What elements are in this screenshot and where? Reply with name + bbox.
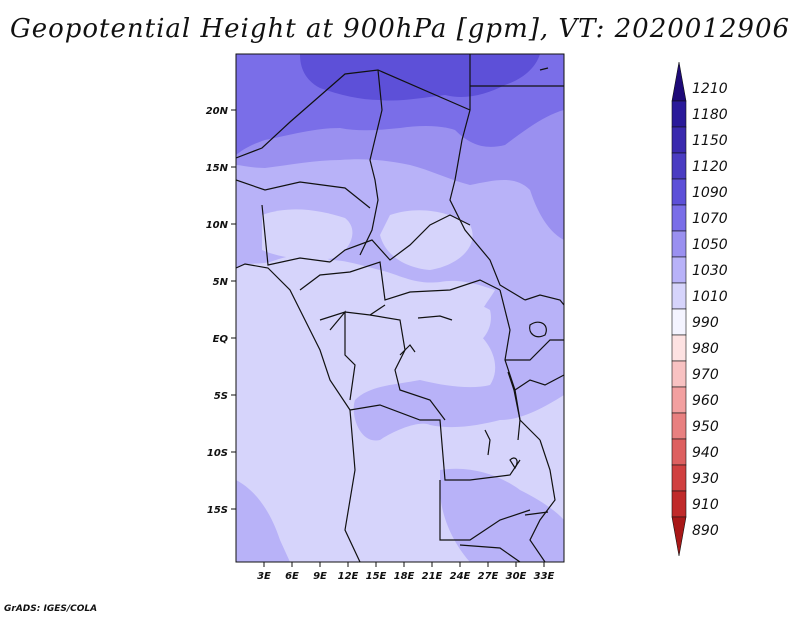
colorbar-label: 960 xyxy=(692,393,719,409)
band-1030-sw xyxy=(236,480,290,562)
lat-label: 5S xyxy=(214,391,228,402)
lon-label: 6E xyxy=(285,571,299,582)
colorbar-label: 1090 xyxy=(692,185,728,201)
colorbar-label: 910 xyxy=(692,497,719,513)
band-1010-pocket xyxy=(405,296,491,355)
colorbar-swatch xyxy=(671,438,687,466)
band-1010-pocket xyxy=(262,209,353,260)
colorbar-label: 930 xyxy=(692,471,719,487)
lon-ticks xyxy=(263,562,545,567)
colorbar-label: 1070 xyxy=(692,211,728,227)
lat-label: EQ xyxy=(213,334,229,345)
colorbar-label: 1210 xyxy=(692,81,728,97)
lon-label: 24E xyxy=(450,571,471,582)
lon-label: 3E xyxy=(257,571,271,582)
colorbar-swatch xyxy=(671,360,687,388)
lat-label: 5N xyxy=(213,277,229,288)
colorbar-label: 1120 xyxy=(692,159,728,175)
lon-label: 30E xyxy=(506,571,527,582)
lat-labels: 20N 15N 10N 5N EQ 5S 10S 15S xyxy=(206,106,229,516)
height-field xyxy=(236,54,564,562)
colorbar-swatch xyxy=(671,61,687,102)
colorbar-swatch xyxy=(671,464,687,492)
colorbar-label: 1050 xyxy=(692,237,728,253)
lake-outlines xyxy=(399,67,549,516)
lon-label: 33E xyxy=(534,571,555,582)
country-boundaries xyxy=(236,54,564,562)
colorbar-label: 1180 xyxy=(692,107,728,123)
band-1010-pocket xyxy=(380,210,473,270)
colorbar-swatch xyxy=(671,100,687,128)
lon-label: 18E xyxy=(394,571,415,582)
colorbar-swatch xyxy=(671,308,687,336)
colorbar-swatch xyxy=(671,230,687,258)
colorbar-label: 1030 xyxy=(692,263,728,279)
lon-label: 15E xyxy=(366,571,387,582)
lon-label: 12E xyxy=(338,571,359,582)
colorbar-label: 970 xyxy=(692,367,719,383)
band-1090 xyxy=(300,54,540,101)
colorbar-swatch xyxy=(671,204,687,232)
colorbar-label: 980 xyxy=(692,341,719,357)
colorbar-label: 990 xyxy=(692,315,719,331)
colorbar-label: 1150 xyxy=(692,133,728,149)
colorbar-swatch xyxy=(671,516,687,557)
colorbar-swatch xyxy=(671,256,687,284)
lat-ticks xyxy=(231,109,236,510)
colorbar-label: 1010 xyxy=(692,289,728,305)
lon-label: 21E xyxy=(422,571,443,582)
lat-label: 15N xyxy=(206,163,229,174)
colorbar-swatch xyxy=(671,152,687,180)
colorbar-swatch xyxy=(671,334,687,362)
map-frame xyxy=(235,53,565,563)
colorbar-swatch xyxy=(671,386,687,414)
lat-label: 20N xyxy=(206,106,229,117)
colorbar-swatch xyxy=(671,126,687,154)
lon-label: 27E xyxy=(478,571,499,582)
colorbar-label: 940 xyxy=(692,445,719,461)
lat-label: 10S xyxy=(207,448,228,459)
lat-label: 10N xyxy=(206,220,229,231)
colorbar-swatch xyxy=(671,282,687,310)
credit-text: GrADS: IGES/COLA xyxy=(4,604,98,614)
colorbar: 1210 1180 1150 1120 1090 1070 1050 1030 1010 990 9… xyxy=(671,61,728,557)
lon-labels: 3E 6E 9E 12E 15E 18E 21E 24E 27E 30E 33E xyxy=(257,571,554,582)
colorbar-swatch xyxy=(671,178,687,206)
colorbar-label: 890 xyxy=(692,523,719,539)
colorbar-swatch xyxy=(671,412,687,440)
lon-label: 9E xyxy=(313,571,327,582)
map-title: Geopotential Height at 900hPa [gpm], VT:… xyxy=(9,14,791,44)
lat-label: 15S xyxy=(207,505,228,516)
colorbar-swatch xyxy=(671,490,687,518)
colorbar-label: 950 xyxy=(692,419,719,435)
